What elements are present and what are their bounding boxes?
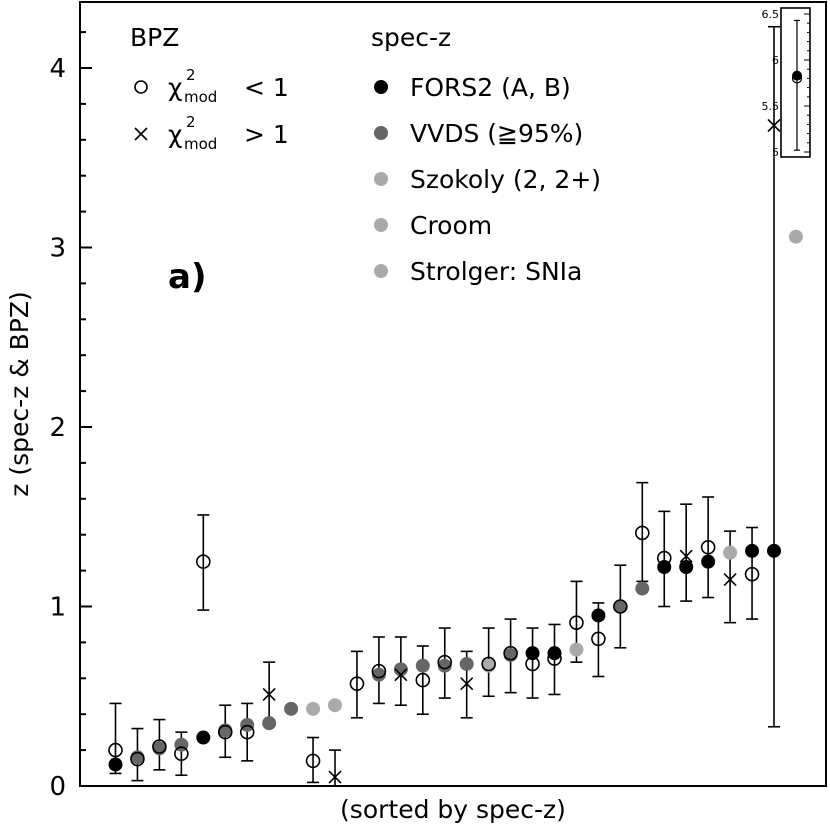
spec-z-point — [108, 757, 123, 772]
spec-z-point — [415, 658, 430, 673]
spec-z-point — [745, 543, 760, 558]
y-tick-label: 0 — [49, 772, 66, 802]
legend-spec-z-label: FORS2 (A, B) — [410, 73, 571, 102]
legend-cross-marker — [134, 127, 148, 141]
spec-z-point — [591, 608, 606, 623]
bpz-point-circle — [613, 599, 628, 614]
spec-z-point — [525, 646, 540, 661]
legend-bpz-label: χ 2 mod < 1 — [168, 66, 289, 106]
spec-z-points — [108, 229, 803, 772]
bpz-point-cross — [723, 573, 737, 587]
legend-bpz: BPZ χ 2 mod < 1 χ 2 mod > 1 — [130, 23, 289, 153]
bpz-point-cross — [394, 668, 408, 682]
spec-z-point — [284, 701, 299, 716]
y-tick-label: 4 — [49, 54, 66, 84]
spec-z-point — [437, 658, 452, 673]
bpz-point-circle — [130, 751, 145, 767]
y-tick-label: 1 — [49, 593, 66, 623]
panel-label: a) — [168, 257, 206, 297]
inset-tick-label: 5 — [772, 146, 779, 159]
spec-z-point — [547, 646, 562, 661]
inset-panel: 5 5.5 6 6.5 — [762, 7, 811, 159]
legend-spec-z: spec-z FORS2 (A, B) VVDS (≧95%) Szokoly (2,… — [371, 23, 601, 286]
spec-z-point — [328, 698, 342, 713]
y-tick-label: 2 — [49, 413, 66, 443]
inset-tick-label: 6 — [772, 54, 779, 67]
plot-frame — [79, 1, 827, 787]
spec-z-point — [788, 229, 803, 244]
bpz-point-circle — [305, 753, 321, 769]
bpz-point-circle — [569, 615, 584, 630]
bpz-point-circle — [196, 554, 211, 569]
bpz-point-cross — [262, 687, 276, 702]
spec-z-point — [723, 545, 738, 560]
legend-spec-z-marker — [374, 126, 388, 140]
bpz-point-circle — [503, 645, 518, 661]
inset-tick-label: 6.5 — [762, 8, 780, 21]
y-axis-label: z (spec-z & BPZ) — [5, 291, 34, 496]
legend-spec-z-label: VVDS (≧95%) — [410, 119, 583, 148]
legend-spec-z-title: spec-z — [371, 23, 451, 52]
legend-spec-z-label: Strolger: SNIa — [410, 257, 582, 286]
bpz-point-circle — [239, 724, 255, 740]
bpz-point-circle — [217, 724, 233, 740]
bpz-point-circle — [437, 654, 453, 670]
bpz-point-circle — [174, 746, 189, 761]
bpz-point-circle — [634, 525, 650, 541]
y-tick-label: 3 — [49, 234, 66, 264]
bpz-point-circle — [152, 739, 167, 754]
spec-z-point — [613, 599, 628, 614]
spec-z-point — [371, 667, 386, 682]
spec-z-point — [635, 581, 650, 596]
spec-z-point — [679, 560, 694, 575]
bpz-point-circle — [108, 742, 123, 758]
bpz-points — [108, 118, 781, 784]
bpz-point-cross — [679, 549, 693, 563]
spec-z-point — [196, 730, 211, 745]
legend-spec-z-marker — [374, 264, 388, 278]
bpz-point-circle — [415, 672, 431, 688]
spec-z-point — [262, 716, 277, 731]
spec-z-point — [701, 554, 716, 569]
bpz-point-cross — [328, 770, 342, 784]
legend-bpz-title: BPZ — [130, 23, 179, 52]
legend-bpz-label: χ 2 mod > 1 — [168, 113, 289, 153]
bpz-point-circle — [656, 550, 672, 566]
bpz-point-circle — [744, 566, 760, 582]
bpz-point-cross — [767, 118, 781, 133]
bpz-point-circle — [700, 539, 716, 555]
inset-spec-z-point — [792, 70, 802, 81]
bpz-point-cross — [460, 677, 474, 691]
inset-tick-label: 5.5 — [762, 100, 780, 113]
legend-spec-z-marker — [374, 218, 388, 232]
spec-z-point — [569, 642, 584, 657]
spec-z-point — [306, 701, 321, 716]
bpz-point-circle — [349, 676, 365, 691]
inset-bpz-point — [791, 73, 803, 84]
bpz-point-circle — [591, 631, 606, 647]
bpz-point-circle — [547, 651, 562, 666]
legend-spec-z-label: Croom — [410, 211, 492, 240]
legend-spec-z-marker — [374, 80, 388, 94]
spec-z-point — [767, 543, 781, 558]
bpz-point-circle — [371, 663, 387, 679]
legend-spec-z-label: Szokoly (2, 2+) — [410, 165, 601, 194]
y-axis: 0 1 2 3 4 — [49, 31, 92, 802]
legend-spec-z-marker — [374, 172, 388, 186]
bpz-point-circle — [481, 656, 496, 672]
spec-z-point — [459, 656, 474, 671]
bpz-point-circle — [525, 656, 540, 672]
legend-circle-marker — [134, 80, 148, 94]
x-axis-label: (sorted by spec-z) — [340, 795, 566, 824]
spec-z-point — [393, 662, 408, 677]
